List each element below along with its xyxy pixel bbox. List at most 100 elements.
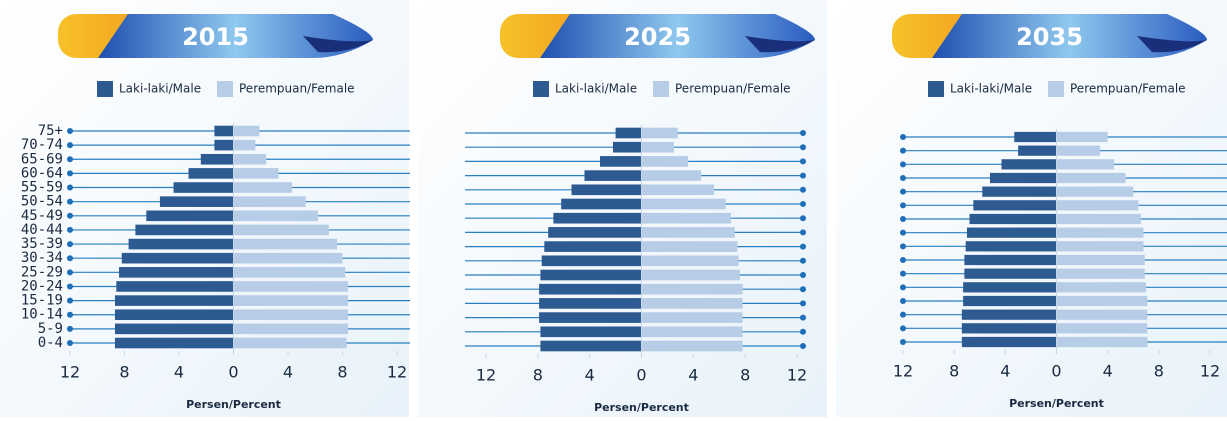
category-label: 40-44 [21, 222, 63, 238]
bar [540, 340, 642, 352]
bar [641, 241, 738, 252]
bar [233, 295, 348, 306]
bar [641, 312, 743, 323]
row-dot [800, 314, 806, 321]
bar [1056, 213, 1141, 225]
row-dot [800, 286, 806, 293]
bar [1056, 186, 1134, 197]
bar [548, 227, 642, 238]
bar [200, 153, 234, 165]
banner-swoosh [303, 36, 373, 53]
bar [539, 283, 642, 295]
bar [965, 241, 1057, 252]
row-dot [67, 340, 73, 346]
bar [641, 198, 726, 210]
bar [1056, 241, 1144, 252]
row-dot [900, 270, 906, 277]
bar [1001, 159, 1057, 170]
legend-swatch [217, 81, 233, 97]
row-dot [67, 311, 73, 318]
bar [1056, 268, 1145, 279]
legend-label: Perempuan/Female [239, 82, 355, 96]
bar [641, 141, 674, 153]
bar [1014, 131, 1057, 143]
bar [539, 298, 642, 309]
x-tick-label: 4 [283, 363, 293, 382]
bar [135, 224, 234, 236]
row-dot [800, 328, 806, 335]
bar [1056, 159, 1115, 170]
x-axis-label: Persen/Percent [594, 401, 689, 414]
row-dot [800, 229, 806, 236]
category-label: 20-24 [21, 278, 63, 294]
x-tick-label: 8 [949, 362, 959, 381]
bar [641, 127, 678, 139]
banner-blue [540, 14, 815, 58]
legend-swatch [1048, 81, 1064, 97]
bar [159, 196, 234, 207]
row-dot [800, 130, 806, 136]
bar [641, 269, 740, 281]
bar [1056, 336, 1148, 348]
row-dot [67, 255, 73, 262]
x-tick-label: 8 [119, 363, 129, 382]
row-dot [800, 243, 806, 250]
bar [540, 326, 642, 338]
row-dot [900, 257, 906, 263]
category-label: 25-29 [21, 264, 63, 280]
bar [1056, 254, 1145, 266]
row-dot [67, 156, 73, 163]
category-label: 35-39 [21, 236, 63, 252]
bar [541, 255, 642, 267]
legend-label: Laki-laki/Male [119, 82, 201, 96]
row-dot [800, 272, 806, 278]
bar [146, 210, 234, 222]
bar [600, 156, 642, 167]
x-tick-label: 4 [585, 366, 595, 385]
bar [233, 224, 329, 236]
bar [233, 125, 260, 137]
row-dot [900, 175, 906, 181]
legend-label: Perempuan/Female [1070, 82, 1186, 96]
bar [214, 125, 234, 137]
bar [641, 184, 715, 196]
row-dot [800, 172, 806, 179]
bar [1056, 200, 1139, 211]
bar [173, 182, 234, 193]
bar [233, 139, 256, 151]
row-dot [800, 201, 806, 207]
banner-blue [98, 14, 373, 58]
x-tick-label: 12 [476, 366, 496, 385]
row-dot [67, 269, 73, 276]
row-dot [800, 215, 806, 222]
bar [233, 309, 348, 321]
bar [1056, 145, 1100, 156]
row-dot [67, 283, 73, 290]
row-dot [67, 142, 73, 149]
row-dot [900, 298, 906, 304]
row-dot [900, 243, 906, 250]
bar [641, 227, 735, 238]
row-dot [67, 241, 73, 248]
bar [1056, 295, 1148, 307]
bar [188, 168, 234, 179]
row-dot [900, 284, 906, 291]
bar [584, 170, 642, 181]
legend-label: Perempuan/Female [675, 82, 791, 96]
bar [1056, 172, 1126, 184]
row-dot [800, 158, 806, 165]
bar [1056, 309, 1148, 320]
bar [233, 153, 267, 165]
bar [233, 182, 293, 193]
bar [233, 281, 348, 292]
banner-swoosh [745, 36, 815, 53]
bar [553, 212, 642, 224]
legend-swatch [928, 81, 944, 97]
x-tick-label: 8 [533, 366, 543, 385]
bar [961, 323, 1057, 334]
bar [641, 298, 743, 309]
bar [1056, 282, 1147, 293]
bar [963, 282, 1057, 293]
category-label: 0-4 [38, 335, 63, 351]
